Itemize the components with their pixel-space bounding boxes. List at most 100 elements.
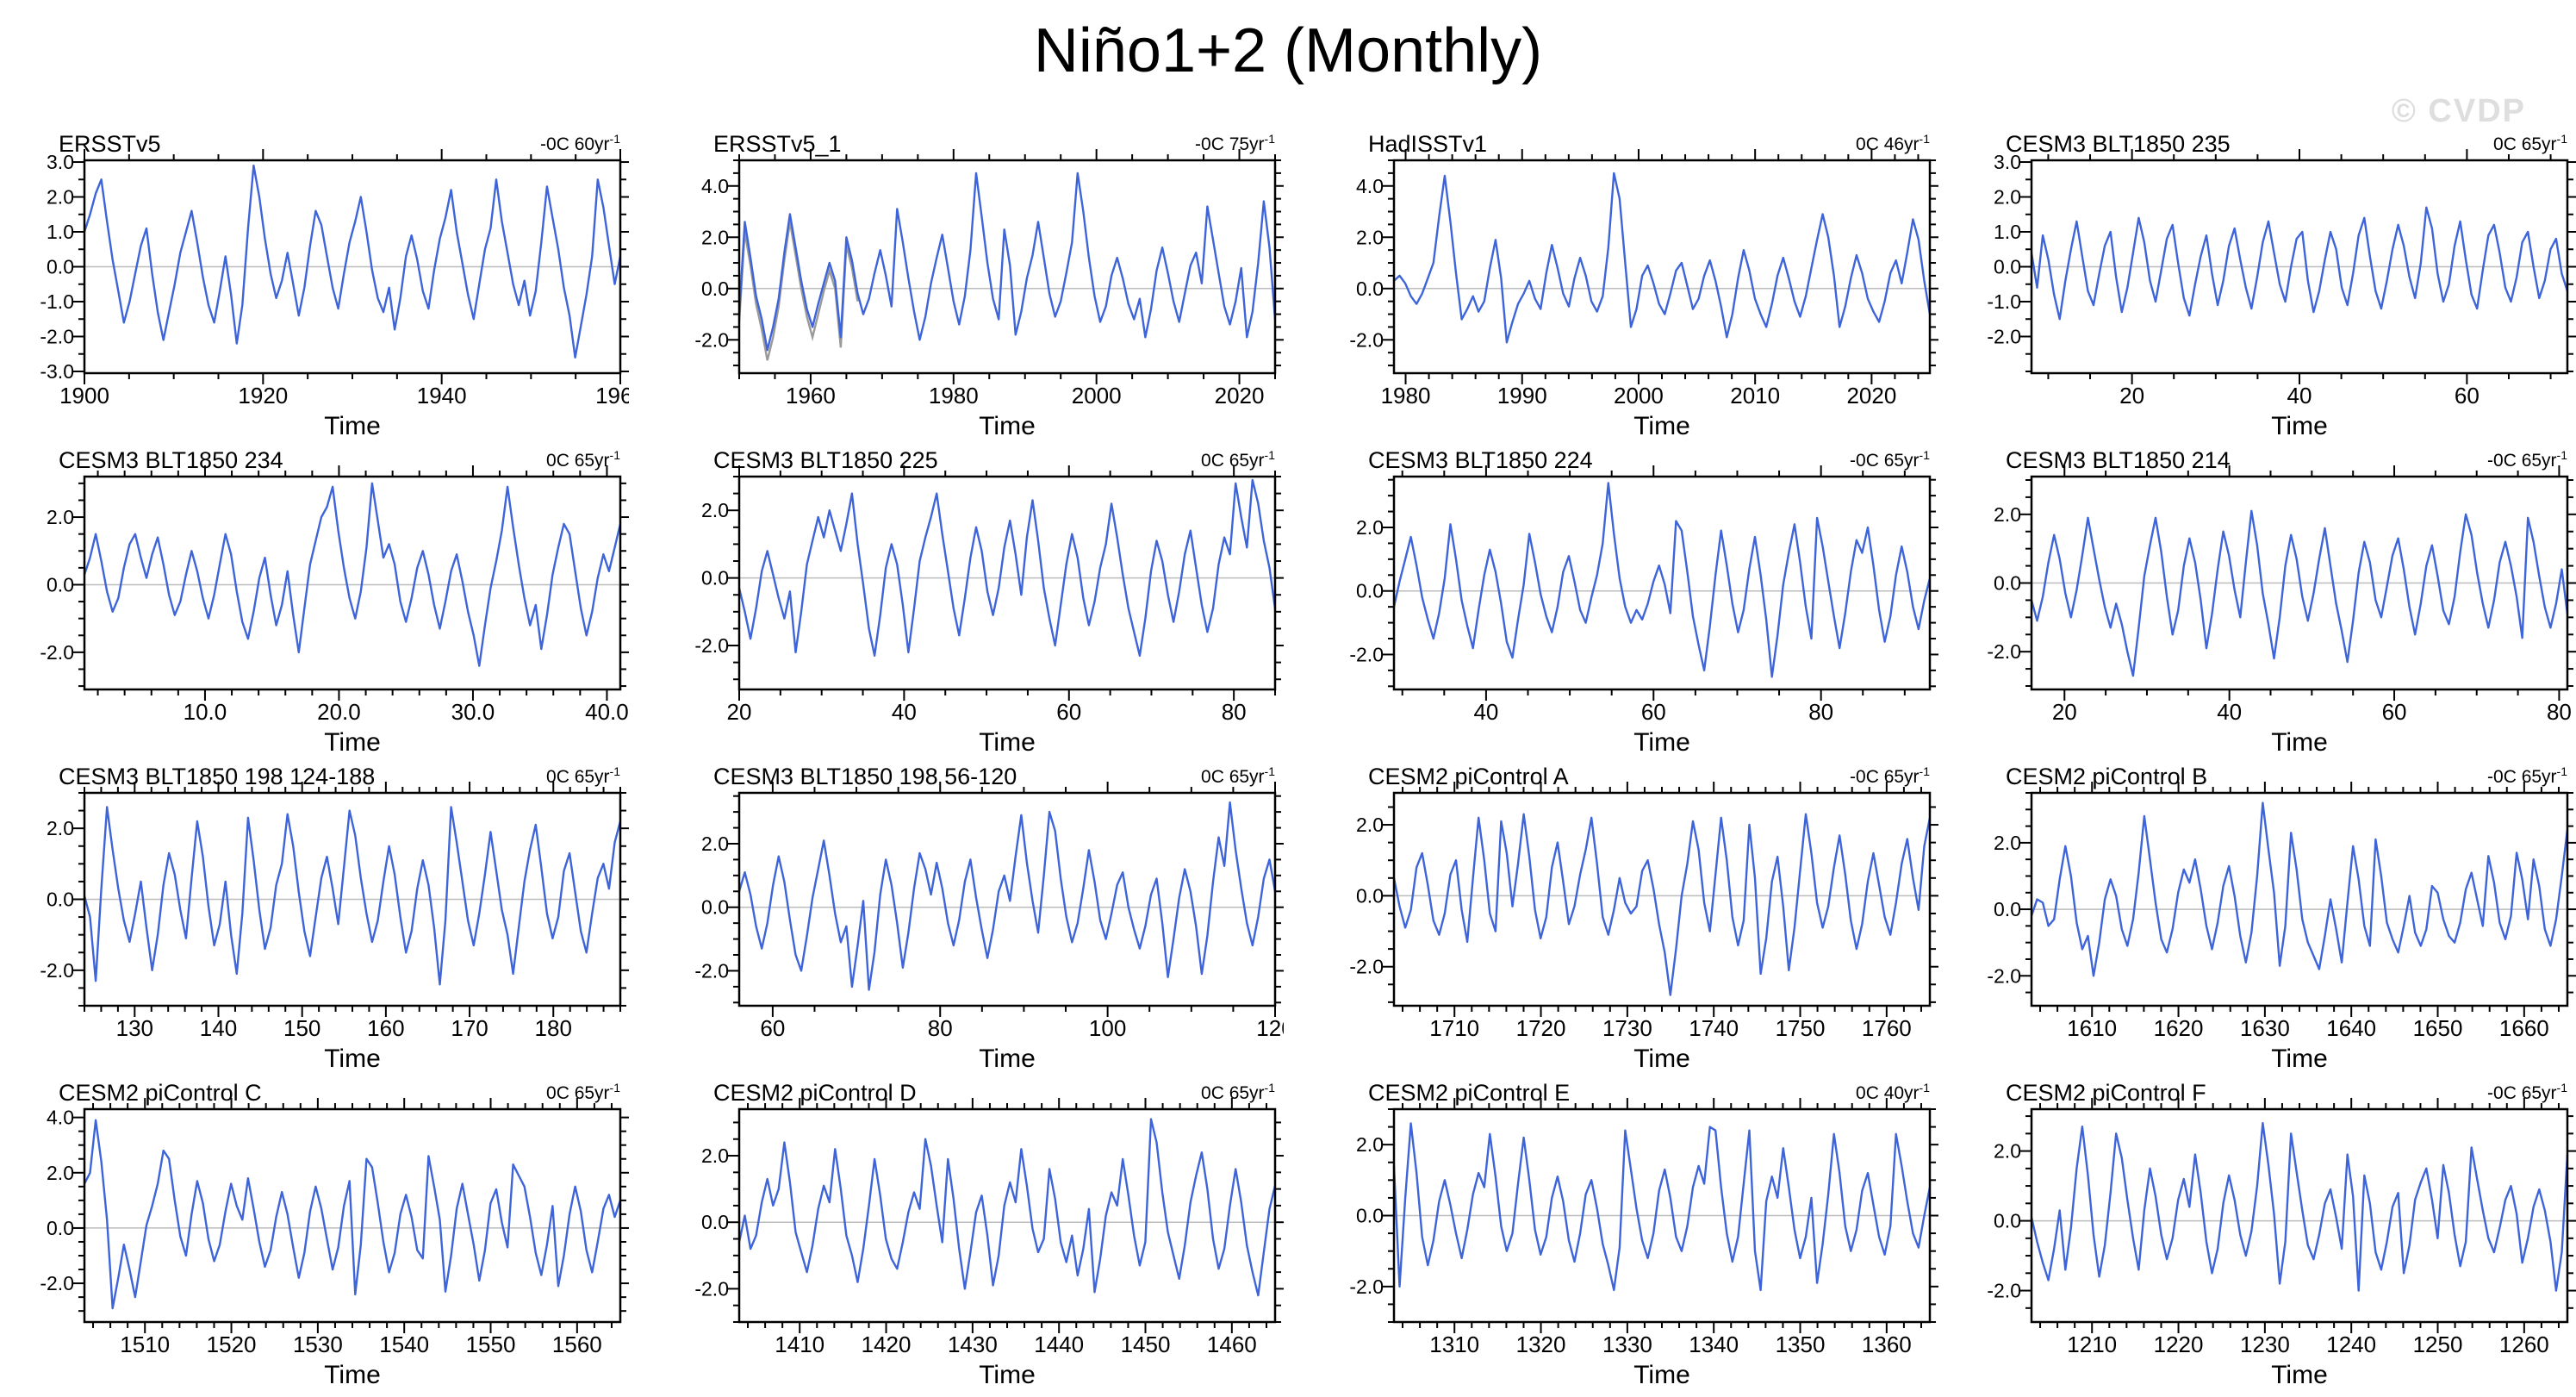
svg-text:0.0: 0.0 bbox=[701, 896, 729, 919]
svg-text:1.0: 1.0 bbox=[1994, 221, 2021, 243]
svg-text:-1.0: -1.0 bbox=[1987, 290, 2021, 313]
y-tick-labels: 2.0 0.0 -2.0 bbox=[40, 506, 74, 664]
svg-text:1.0: 1.0 bbox=[47, 221, 74, 243]
svg-text:-2.0: -2.0 bbox=[1349, 1275, 1384, 1298]
x-tick-labels: 40 60 80 bbox=[1473, 699, 1833, 725]
series-line bbox=[1392, 482, 1932, 678]
panel-chart: CESM3 BLT1850 225 0C 65yr-1 20 40 60 80 2.0 0.0… bbox=[694, 447, 1284, 757]
panel-title: CESM3 BLT1850 214 bbox=[2006, 447, 2231, 473]
x-axis-label: Time bbox=[2271, 1045, 2328, 1073]
svg-text:1540: 1540 bbox=[379, 1332, 429, 1357]
svg-text:1250: 1250 bbox=[2413, 1332, 2463, 1357]
svg-text:4.0: 4.0 bbox=[1356, 175, 1384, 197]
svg-text:-2.0: -2.0 bbox=[1987, 640, 2021, 663]
x-tick-labels: 1710 1720 1730 1740 1750 1760 bbox=[1429, 1015, 1911, 1041]
panel-title: CESM3 BLT1850 235 bbox=[2006, 131, 2231, 157]
axis-ticks bbox=[1383, 149, 1938, 384]
svg-text:150: 150 bbox=[283, 1015, 320, 1041]
svg-text:0.0: 0.0 bbox=[1994, 898, 2021, 920]
svg-text:-2.0: -2.0 bbox=[1987, 325, 2021, 347]
x-tick-labels: 20 40 60 80 bbox=[727, 699, 1247, 725]
y-tick-labels: 2.0 0.0 -2.0 bbox=[1987, 1140, 2021, 1302]
cvdp-watermark: © CVDP bbox=[2391, 93, 2526, 129]
svg-text:80: 80 bbox=[1222, 699, 1247, 725]
panel-chart: HadISSTv1 0C 46yr-1 1980 1990 2000 2010 2020 4.… bbox=[1349, 131, 1938, 440]
svg-text:1560: 1560 bbox=[552, 1332, 602, 1357]
axis-ticks bbox=[728, 1098, 1284, 1333]
plot-frame bbox=[737, 791, 1277, 1007]
svg-text:-2.0: -2.0 bbox=[1987, 1280, 2021, 1302]
svg-text:-2.0: -2.0 bbox=[40, 325, 74, 347]
panel-chart: CESM3 BLT1850 235 0C 65yr-1 20 40 60 3.0 2.0 1.… bbox=[1987, 131, 2576, 440]
y-tick-labels: 2.0 0.0 -2.0 bbox=[694, 499, 729, 657]
panel-title: CESM2 piControl A bbox=[1368, 764, 1569, 789]
x-tick-labels: 1610 1620 1630 1640 1650 1660 bbox=[2067, 1015, 2548, 1041]
axis-ticks bbox=[2020, 782, 2576, 1017]
trend-label: -0C 65yr-1 bbox=[2487, 448, 2567, 471]
timeseries-panel: ERSSTv5 -0C 60yr-1 1900 1920 1940 1960 3.0 2.0 1… bbox=[28, 129, 629, 446]
panel-chart: ERSSTv5 -0C 60yr-1 1900 1920 1940 1960 3.0 2.0 1… bbox=[40, 131, 629, 440]
svg-text:40: 40 bbox=[2217, 699, 2242, 725]
svg-text:2.0: 2.0 bbox=[1356, 1133, 1384, 1156]
series-line bbox=[1393, 172, 1932, 344]
svg-text:2.0: 2.0 bbox=[701, 499, 729, 521]
svg-text:2020: 2020 bbox=[1215, 383, 1265, 408]
panel-title: CESM3 BLT1850 234 bbox=[59, 447, 283, 473]
svg-text:-2.0: -2.0 bbox=[694, 328, 729, 351]
timeseries-panel: CESM2 piControl A -0C 65yr-1 1710 1720 1730 1… bbox=[1337, 762, 1938, 1078]
svg-text:0.0: 0.0 bbox=[47, 889, 74, 911]
svg-text:2.0: 2.0 bbox=[1994, 503, 2021, 526]
panel-chart: ERSSTv5_1 -0C 75yr-1 1960 1980 2000 2020 4.0 2.… bbox=[694, 131, 1284, 440]
timeseries-panel: CESM2 piControl B -0C 65yr-1 1610 1620 1630 1… bbox=[1975, 762, 2576, 1078]
timeseries-panel: CESM3 BLT1850 225 0C 65yr-1 20 40 60 80 2.0 0.0… bbox=[682, 446, 1284, 762]
plot-frame bbox=[1392, 791, 1932, 1007]
timeseries-panel: CESM3 BLT1850 198 56-120 0C 65yr-1 60 80 100… bbox=[682, 762, 1284, 1078]
series-line bbox=[83, 1119, 622, 1310]
axis-ticks bbox=[1383, 465, 1938, 701]
x-axis-label: Time bbox=[2271, 1361, 2328, 1389]
svg-text:2020: 2020 bbox=[1846, 383, 1896, 408]
y-tick-labels: 2.0 0.0 -2.0 bbox=[1349, 814, 1384, 978]
x-axis-label: Time bbox=[2271, 728, 2328, 757]
svg-text:2.0: 2.0 bbox=[1994, 186, 2021, 209]
svg-text:1710: 1710 bbox=[1429, 1015, 1479, 1041]
trend-label: -0C 60yr-1 bbox=[540, 132, 620, 154]
svg-text:1640: 1640 bbox=[2326, 1015, 2376, 1041]
panel-title: CESM2 piControl D bbox=[713, 1080, 917, 1106]
trend-label: -0C 65yr-1 bbox=[2487, 1081, 2567, 1103]
svg-text:20: 20 bbox=[727, 699, 752, 725]
svg-text:1980: 1980 bbox=[1381, 383, 1431, 408]
trend-label: 0C 65yr-1 bbox=[1201, 1081, 1275, 1103]
svg-text:1420: 1420 bbox=[862, 1332, 912, 1357]
svg-text:40: 40 bbox=[1473, 699, 1498, 725]
svg-text:1630: 1630 bbox=[2240, 1015, 2290, 1041]
timeseries-panel: CESM2 piControl F -0C 65yr-1 1210 1220 1230 1… bbox=[1975, 1078, 2576, 1394]
x-tick-labels: 1960 1980 2000 2020 bbox=[786, 383, 1264, 408]
svg-text:1520: 1520 bbox=[207, 1332, 257, 1357]
x-axis-label: Time bbox=[979, 1361, 1036, 1389]
svg-text:1430: 1430 bbox=[948, 1332, 998, 1357]
x-tick-labels: 10.0 20.0 30.0 40.0 bbox=[184, 699, 629, 725]
series-line bbox=[2030, 206, 2569, 321]
panel-chart: CESM3 BLT1850 234 0C 65yr-1 10.0 20.0 30.0 40… bbox=[40, 447, 629, 757]
axis-ticks bbox=[73, 149, 629, 384]
x-axis-label: Time bbox=[1633, 1045, 1690, 1073]
axis-ticks bbox=[73, 465, 629, 701]
plot-frame bbox=[737, 475, 1277, 691]
y-tick-labels: 2.0 0.0 -2.0 bbox=[1987, 503, 2021, 663]
svg-text:1920: 1920 bbox=[238, 383, 288, 408]
plot-frame bbox=[1392, 159, 1932, 375]
x-tick-labels: 130 140 150 160 170 180 bbox=[116, 1015, 572, 1041]
svg-text:1460: 1460 bbox=[1207, 1332, 1257, 1357]
svg-text:80: 80 bbox=[1808, 699, 1833, 725]
plot-frame bbox=[83, 475, 622, 691]
svg-text:1900: 1900 bbox=[59, 383, 109, 408]
svg-text:1240: 1240 bbox=[2326, 1332, 2376, 1357]
svg-text:0.0: 0.0 bbox=[1994, 256, 2021, 278]
svg-text:4.0: 4.0 bbox=[47, 1107, 74, 1129]
plot-frame bbox=[2030, 791, 2569, 1007]
svg-text:-1.0: -1.0 bbox=[40, 290, 74, 313]
x-axis-label: Time bbox=[1633, 1361, 1690, 1389]
svg-text:2.0: 2.0 bbox=[1356, 226, 1384, 248]
